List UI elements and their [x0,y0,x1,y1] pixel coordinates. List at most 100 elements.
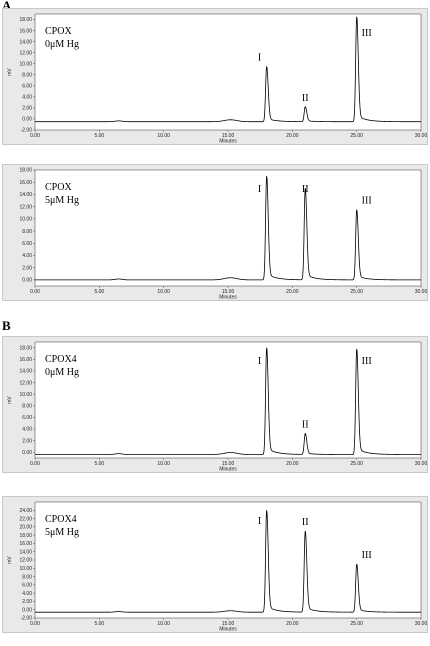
x-tick-label: 20.00 [286,133,299,139]
section-label-b: B [2,318,11,333]
x-tick-label: 0.00 [30,289,40,295]
y-tick-label: 12.00 [19,204,32,210]
x-tick-label: 30.00 [415,461,428,467]
y-tick-label: 14.00 [19,549,32,555]
y-tick-label: 10.00 [19,566,32,572]
y-tick-label: 2.00 [22,265,32,271]
y-tick-label: 18.00 [19,533,32,539]
section-label-a: A [2,0,12,13]
peak-label: II [302,184,309,195]
x-tick-label: 20.00 [286,289,299,295]
y-tick-label: 18.00 [19,346,32,352]
y-tick-label: 14.00 [19,39,32,45]
x-tick-label: 5.00 [94,461,104,467]
y-tick-label: 8.00 [22,404,32,410]
chromatogram-svg-4: -2.00 0.00 2.00 4.00 6.00 8.00 10.00 12.00 14.00… [7,501,428,633]
y-tick-label: 14.00 [19,192,32,198]
x-tick-label: 10.00 [157,133,170,139]
peak-label: I [258,516,261,527]
sample-name: CPOX [45,26,72,37]
sample-name: CPOX4 [45,354,77,365]
y-tick-label: 2.00 [22,438,32,444]
peak-label: II [302,517,309,528]
x-tick-label: 0.00 [30,461,40,467]
y-tick-label: 6.00 [22,84,32,90]
x-axis-title: Minutes [219,467,237,473]
y-tick-label: 12.00 [19,50,32,56]
y-tick-label: 8.00 [22,574,32,580]
chromatogram-trace [35,510,421,613]
chromatogram-panel-1: -2.00 0.00 2.00 4.00 6.00 8.00 10.00 12.00 14.00… [2,8,428,145]
x-tick-label: 20.00 [286,461,299,467]
peak-label: II [302,93,309,104]
y-tick-label: 4.00 [22,95,32,101]
x-tick-label: 25.00 [350,621,363,627]
y-tick-label: 16.00 [19,28,32,34]
x-tick-label: 25.00 [350,461,363,467]
y-tick-label: -2.00 [21,128,33,134]
chromatogram-panel-2: 0.00 2.00 4.00 6.00 8.00 10.00 12.00 14.00 16.00… [2,164,428,301]
y-tick-label: 2.00 [22,106,32,112]
y-tick-label: 22.00 [19,516,32,522]
y-tick-label: 0.00 [22,607,32,613]
y-tick-label: 12.00 [19,558,32,564]
y-axis-title: mV [7,68,13,76]
y-tick-label: 10.00 [19,61,32,67]
sample-condition: 0μM Hg [45,39,79,50]
x-tick-label: 0.00 [30,133,40,139]
sample-condition: 0μM Hg [45,367,79,378]
chromatogram-trace [35,16,421,123]
chromatogram-svg-1: -2.000.002.004.006.008.0010.0012.0014.00… [7,13,428,145]
peak-label: III [362,550,372,561]
x-tick-label: 10.00 [157,461,170,467]
y-tick-label: 24.00 [19,508,32,514]
x-tick-label: 5.00 [94,289,104,295]
y-tick-label: 20.00 [19,525,32,531]
sample-condition: 5μM Hg [45,195,79,206]
chromatogram-svg-3: 0.00 2.00 4.00 6.00 8.00 10.00 12.00 14.00 16.00… [7,341,428,473]
x-tick-label: 30.00 [415,621,428,627]
peak-label: I [258,52,261,63]
y-tick-label: 4.00 [22,591,32,597]
plot-area [34,501,422,619]
x-tick-label: 30.00 [415,289,428,295]
y-tick-label: 10.00 [19,392,32,398]
y-tick-label: 8.00 [22,229,32,235]
x-tick-label: 30.00 [415,133,428,139]
y-tick-label: 10.00 [19,217,32,223]
y-tick-label: 12.00 [19,380,32,386]
y-tick-label: 0.00 [22,278,32,284]
x-axis-title: Minutes [219,139,237,145]
y-tick-label: 18.00 [19,17,32,23]
x-tick-label: 15.00 [222,461,235,467]
chromatogram-trace [35,347,421,455]
y-tick-label: 2.00 [22,599,32,605]
y-tick-label: 4.00 [22,253,32,259]
y-tick-label: 6.00 [22,241,32,247]
peak-label: I [258,184,261,195]
y-tick-label: 16.00 [19,541,32,547]
y-tick-label: 0.00 [22,117,32,123]
y-tick-label: 8.00 [22,72,32,78]
y-tick-label: 6.00 [22,415,32,421]
chromatogram-trace [35,176,421,281]
sample-condition: 5μM Hg [45,527,79,538]
y-tick-label: 16.00 [19,180,32,186]
y-axis-title: mV [7,396,13,404]
x-axis-title: Minutes [219,627,237,633]
y-tick-label: 14.00 [19,369,32,375]
chromatogram-svg-2: 0.00 2.00 4.00 6.00 8.00 10.00 12.00 14.00 16.00… [19,168,428,301]
x-tick-label: 15.00 [222,133,235,139]
plot-area [34,169,422,287]
x-tick-label: 25.00 [350,133,363,139]
chromatogram-panel-3: 0.00 2.00 4.00 6.00 8.00 10.00 12.00 14.00 16.00… [2,336,428,473]
y-tick-label: -2.00 [21,616,33,622]
y-tick-label: 4.00 [22,427,32,433]
y-tick-label: 18.00 [19,168,32,174]
peak-label: III [362,196,372,207]
chromatogram-panel-4: -2.00 0.00 2.00 4.00 6.00 8.00 10.00 12.00 14.00… [2,496,428,633]
peak-label: III [362,28,372,39]
x-tick-label: 25.00 [350,289,363,295]
y-tick-label: 6.00 [22,583,32,589]
x-tick-label: 15.00 [222,289,235,295]
